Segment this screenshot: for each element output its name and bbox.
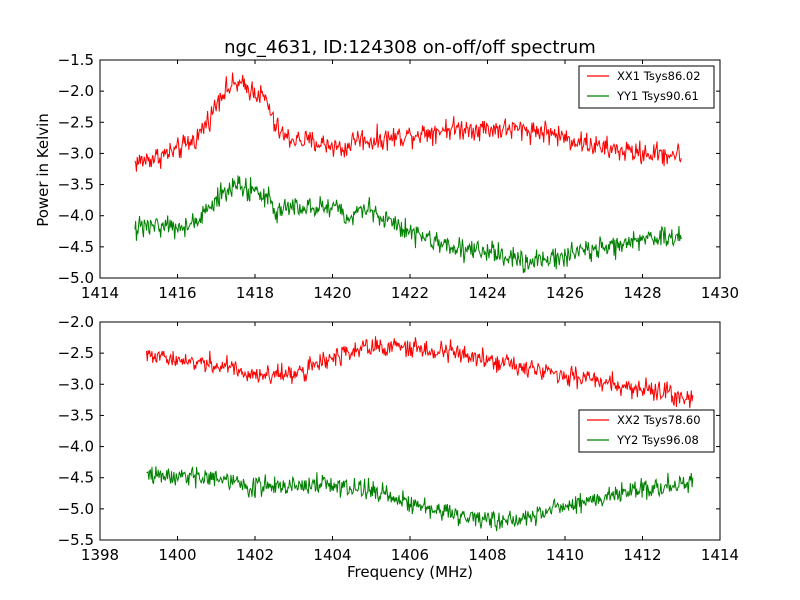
bottom-legend-label-yy2: YY2 Tsys96.08	[616, 433, 699, 447]
top-legend-label-xx1: XX1 Tsys86.02	[617, 69, 701, 83]
bottom-y-tick-label: −3.5	[58, 406, 94, 424]
top-y-tick-label: −5.0	[58, 269, 94, 287]
bottom-y-tick-label: −5.5	[58, 531, 94, 549]
bottom-chart: 1398 1400 1402 1404 1406 1408 1410 1412 1414 −5.5…	[58, 313, 740, 581]
top-chart: ngc_4631, ID:124308 on-off/off spectrum …	[34, 37, 739, 302]
top-y-tick-label: −4.0	[58, 207, 94, 225]
top-x-tick-label: 1416	[158, 284, 196, 302]
top-x-tick-label: 1414	[81, 284, 119, 302]
top-x-tick-label: 1424	[468, 284, 506, 302]
top-y-tick-label: −2.0	[58, 82, 94, 100]
top-y-tick-label: −3.5	[58, 176, 94, 194]
bottom-x-tick-label: 1402	[236, 546, 274, 564]
bottom-chart-plot-area: 1398 1400 1402 1404 1406 1408 1410 1412 1414 −5.5…	[58, 313, 740, 564]
top-x-tick-label: 1422	[391, 284, 429, 302]
bottom-y-tick-label: −2.5	[58, 344, 94, 362]
bottom-chart-xlabel: Frequency (MHz)	[347, 563, 473, 581]
bottom-chart-legend: XX2 Tsys78.60 YY2 Tsys96.08	[578, 409, 715, 453]
top-y-tick-label: −3.0	[58, 144, 94, 162]
top-x-tick-label: 1426	[546, 284, 584, 302]
bottom-x-tick-label: 1398	[81, 546, 119, 564]
top-x-tick-label: 1430	[701, 284, 739, 302]
bottom-y-tick-label: −4.5	[58, 469, 94, 487]
bottom-x-tick-label: 1406	[391, 546, 429, 564]
bottom-series-line-1	[146, 465, 694, 532]
top-x-tick-label: 1428	[623, 284, 661, 302]
bottom-legend-box	[578, 409, 715, 453]
top-chart-legend: XX1 Tsys86.02 YY1 Tsys90.61	[578, 65, 715, 109]
bottom-x-tick-label: 1414	[701, 546, 739, 564]
bottom-x-tick-label: 1410	[546, 546, 584, 564]
bottom-x-tick-label: 1408	[468, 546, 506, 564]
top-x-tick-label: 1418	[236, 284, 274, 302]
top-y-tick-label: −1.5	[58, 51, 94, 69]
bottom-x-tick-label: 1412	[623, 546, 661, 564]
bottom-y-tick-label: −4.0	[58, 438, 94, 456]
top-series-line-0	[134, 72, 682, 172]
top-legend-box	[578, 65, 715, 109]
bottom-series-line-0	[146, 336, 694, 409]
top-chart-ylabel: Power in Kelvin	[34, 113, 52, 227]
bottom-x-tick-label: 1400	[158, 546, 196, 564]
top-legend-label-yy1: YY1 Tsys90.61	[616, 89, 699, 103]
top-y-tick-label: −2.5	[58, 113, 94, 131]
top-x-tick-label: 1420	[313, 284, 351, 302]
bottom-x-tick-label: 1404	[313, 546, 351, 564]
top-chart-plot-area: 1414 1416 1418 1420 1422 1424 1426 1428 1430 −5.0…	[58, 51, 740, 302]
top-series-line-1	[134, 175, 682, 274]
top-chart-title: ngc_4631, ID:124308 on-off/off spectrum	[224, 37, 596, 58]
bottom-y-tick-label: −2.0	[58, 313, 94, 331]
top-y-tick-label: −4.5	[58, 238, 94, 256]
bottom-y-tick-label: −5.0	[58, 500, 94, 518]
bottom-legend-label-xx2: XX2 Tsys78.60	[617, 413, 701, 427]
bottom-y-tick-label: −3.0	[58, 375, 94, 393]
